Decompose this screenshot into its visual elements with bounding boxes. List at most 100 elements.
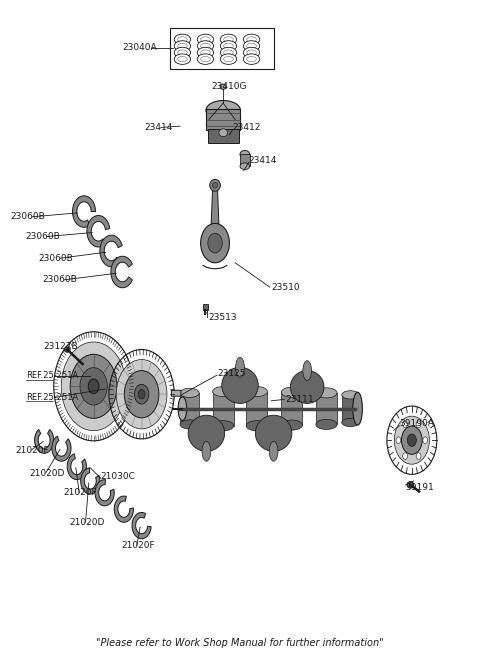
Ellipse shape [246, 420, 267, 431]
Text: 21020D: 21020D [30, 468, 65, 478]
Ellipse shape [243, 47, 260, 58]
Bar [281, 392, 302, 425]
Ellipse shape [220, 84, 226, 89]
Bar [203, 304, 208, 310]
Ellipse shape [220, 41, 237, 51]
Text: 23127B: 23127B [43, 342, 78, 351]
Text: 39190A: 39190A [399, 419, 434, 428]
Ellipse shape [64, 347, 70, 352]
Ellipse shape [222, 367, 258, 403]
Text: 21020F: 21020F [121, 541, 155, 550]
Text: 21020D: 21020D [70, 518, 105, 527]
Ellipse shape [206, 101, 240, 120]
Ellipse shape [213, 420, 234, 431]
Ellipse shape [220, 54, 237, 64]
Ellipse shape [342, 391, 359, 399]
Polygon shape [100, 235, 122, 267]
Ellipse shape [201, 57, 210, 62]
Bar [240, 154, 250, 166]
Ellipse shape [303, 361, 312, 380]
Ellipse shape [178, 397, 187, 420]
Circle shape [124, 371, 159, 418]
Ellipse shape [178, 37, 187, 42]
Ellipse shape [197, 34, 214, 45]
Ellipse shape [201, 37, 210, 42]
Bar [170, 28, 274, 69]
Circle shape [403, 421, 408, 428]
Circle shape [401, 426, 422, 455]
Ellipse shape [174, 34, 191, 45]
Ellipse shape [407, 482, 414, 488]
Polygon shape [35, 430, 54, 453]
Polygon shape [87, 215, 110, 247]
Text: "Please refer to Work Shop Manual for further information": "Please refer to Work Shop Manual for fu… [96, 637, 384, 648]
Ellipse shape [220, 34, 237, 45]
Circle shape [394, 416, 430, 464]
FancyBboxPatch shape [171, 390, 181, 396]
Circle shape [201, 223, 229, 263]
Text: 21020F: 21020F [15, 445, 49, 455]
Circle shape [88, 379, 99, 394]
Bar [316, 393, 337, 424]
Ellipse shape [240, 150, 250, 158]
Circle shape [416, 421, 421, 428]
Ellipse shape [247, 37, 256, 42]
Polygon shape [132, 512, 151, 539]
Ellipse shape [243, 54, 260, 64]
Ellipse shape [212, 183, 217, 189]
Ellipse shape [236, 357, 244, 377]
Ellipse shape [201, 43, 210, 49]
Ellipse shape [201, 50, 210, 55]
Text: 23060B: 23060B [38, 254, 73, 263]
Ellipse shape [180, 388, 199, 397]
Text: 23412: 23412 [233, 123, 261, 132]
Polygon shape [67, 454, 86, 480]
Ellipse shape [353, 392, 362, 425]
Ellipse shape [188, 415, 225, 451]
Ellipse shape [224, 57, 233, 62]
Circle shape [423, 437, 428, 443]
Polygon shape [95, 480, 114, 506]
Text: 23410G: 23410G [211, 81, 247, 91]
Text: 23060B: 23060B [11, 212, 45, 221]
Ellipse shape [197, 41, 214, 51]
Text: REF.25-251A: REF.25-251A [26, 371, 79, 380]
Circle shape [416, 453, 421, 459]
Ellipse shape [178, 43, 187, 49]
Ellipse shape [243, 41, 260, 51]
Ellipse shape [246, 386, 267, 397]
Ellipse shape [174, 54, 191, 64]
Text: 23125: 23125 [217, 369, 245, 378]
Text: 39191: 39191 [406, 483, 434, 492]
Bar [213, 392, 234, 426]
Polygon shape [114, 496, 133, 522]
Ellipse shape [202, 442, 211, 461]
Text: 23414: 23414 [144, 123, 172, 132]
Ellipse shape [174, 47, 191, 58]
Circle shape [61, 342, 126, 431]
Ellipse shape [178, 50, 187, 55]
Ellipse shape [281, 387, 302, 397]
Ellipse shape [247, 50, 256, 55]
Ellipse shape [224, 43, 233, 49]
Bar [206, 109, 240, 130]
Circle shape [396, 437, 401, 443]
Text: REF.25-251A: REF.25-251A [26, 393, 79, 402]
Ellipse shape [220, 47, 237, 58]
Bar [180, 393, 199, 424]
Text: 23040A: 23040A [122, 43, 157, 53]
Ellipse shape [219, 129, 228, 137]
Ellipse shape [224, 50, 233, 55]
Ellipse shape [316, 419, 337, 430]
Ellipse shape [269, 442, 278, 461]
Ellipse shape [316, 388, 337, 398]
Text: 21030C: 21030C [101, 472, 136, 481]
Circle shape [408, 434, 416, 446]
Circle shape [134, 384, 149, 404]
Polygon shape [81, 468, 100, 494]
Ellipse shape [281, 420, 302, 430]
Circle shape [138, 390, 145, 399]
Ellipse shape [247, 43, 256, 49]
Ellipse shape [210, 179, 220, 191]
Ellipse shape [174, 41, 191, 51]
